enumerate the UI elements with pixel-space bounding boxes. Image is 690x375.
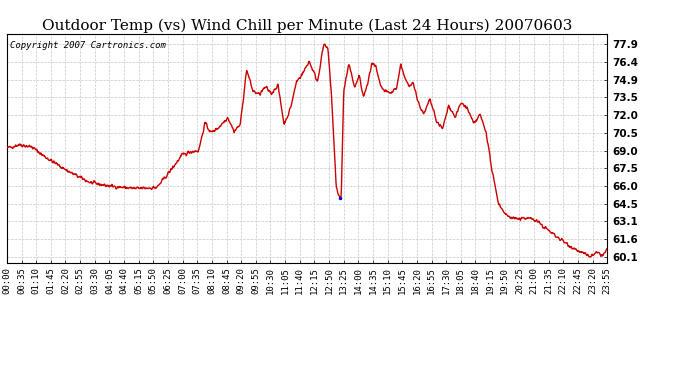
Text: Copyright 2007 Cartronics.com: Copyright 2007 Cartronics.com [10,40,166,50]
Title: Outdoor Temp (vs) Wind Chill per Minute (Last 24 Hours) 20070603: Outdoor Temp (vs) Wind Chill per Minute … [42,18,572,33]
